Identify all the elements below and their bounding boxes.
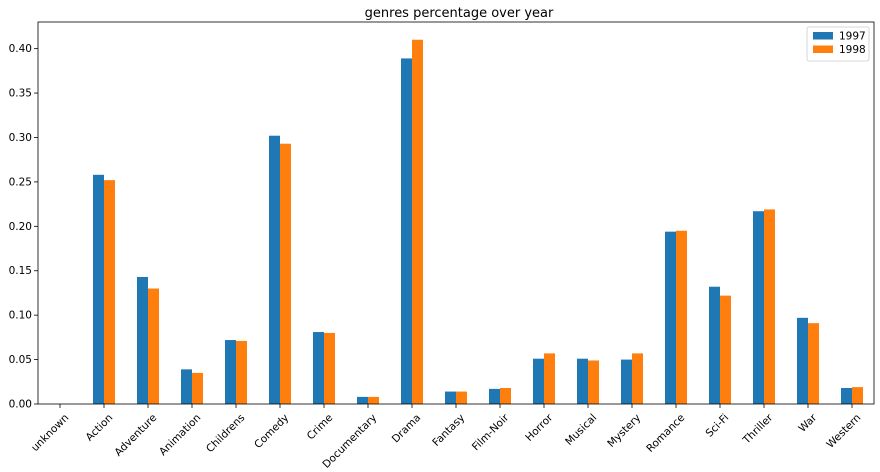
x-tick-label-horror: Horror [523,411,556,444]
bar-1998-western [852,387,863,404]
x-tick-label-fantasy: Fantasy [430,412,467,449]
legend-label-1998: 1998 [839,44,866,56]
plot-frame [37,21,875,405]
bars-group [93,39,863,405]
y-tick-label: 0.20 [9,221,32,233]
y-tick-label: 0.00 [9,399,32,411]
bar-1998-animation [192,372,203,404]
bar-1997-animation [181,369,192,404]
bar-1998-comedy [280,143,291,404]
bar-1997-crime [313,332,324,404]
bar-1998-war [808,323,819,404]
legend-label-1997: 1997 [839,31,866,43]
y-tick-label: 0.35 [9,88,32,100]
bar-1997-adventure [137,276,148,404]
x-tick-label-musical: Musical [563,412,599,448]
bar-1998-childrens [236,340,247,404]
x-tick-label-western: Western [824,412,863,451]
bar-1997-war [797,317,808,404]
bar-1998-romance [676,230,687,404]
x-tick-label-comedy: Comedy [252,412,291,451]
chart-title: genres percentage over year [365,6,554,21]
y-tick-label: 0.05 [9,354,32,366]
bar-1998-fantasy [456,391,467,404]
x-tick-label-sci-fi: Sci-Fi [703,412,731,440]
y-tick-label: 0.10 [9,310,32,322]
x-tick-label-unknown: unknown [29,412,71,454]
bar-1998-documentary [368,396,379,404]
bar-1997-horror [533,358,544,404]
bar-1998-film-noir [500,388,511,404]
y-tick-label: 0.25 [9,176,32,188]
bar-1997-action [93,174,104,404]
bar-1997-documentary [357,396,368,404]
x-tick-label-drama: Drama [390,412,424,446]
legend-swatch-1998 [813,45,833,53]
x-tick-label-crime: Crime [305,412,336,443]
x-tick-label-romance: Romance [644,412,687,455]
y-tick-label: 0.40 [9,43,32,55]
y-tick-label: 0.15 [9,265,32,277]
bar-1997-musical [577,358,588,404]
bar-1997-romance [665,231,676,404]
bar-1998-horror [544,353,555,404]
bar-1998-drama [412,39,423,404]
bar-1997-western [841,388,852,404]
bar-1998-thriller [764,209,775,404]
legend-swatch-1997 [813,32,833,40]
bar-1997-comedy [269,135,280,405]
y-tick-label: 0.30 [9,132,32,144]
bar-1998-adventure [148,288,159,404]
bar-1998-sci-fi [720,295,731,404]
bar-1998-action [104,180,115,404]
bar-1998-crime [324,332,335,404]
x-tick-label-adventure: Adventure [112,412,159,459]
bar-1997-childrens [225,340,236,404]
bar-1997-sci-fi [709,286,720,404]
bar-1998-mystery [632,353,643,404]
x-tick-label-film-noir: Film-Noir [470,411,512,453]
y-axis: 0.00 0.05 0.10 0.15 0.20 0.25 0.30 0.35 0.40 [9,43,38,411]
bar-1997-fantasy [445,391,456,404]
bar-1997-mystery [621,359,632,404]
x-tick-label-mystery: Mystery [605,412,643,450]
x-tick-label-thriller: Thriller [740,411,776,447]
x-tick-label-action: Action [84,412,116,444]
x-tick-label-war: War [796,411,819,434]
bar-1997-thriller [753,211,764,404]
bar-1997-drama [401,58,412,405]
x-tick-label-childrens: Childrens [204,412,247,455]
x-tick-label-animation: Animation [157,412,203,458]
bar-1997-film-noir [489,388,500,404]
bar-1998-musical [588,360,599,404]
